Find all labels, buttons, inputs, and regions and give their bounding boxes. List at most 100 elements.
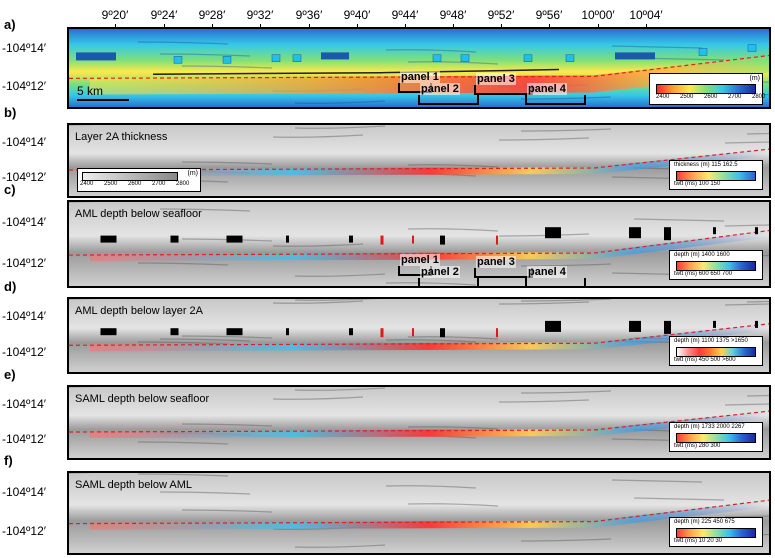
- seafloor-fabric: [633, 218, 725, 222]
- longitude-tick-label: 9º44′: [391, 8, 419, 22]
- seafloor-fabric: [520, 263, 612, 267]
- seafloor-fabric: [520, 390, 612, 394]
- seafloor-fabric: [407, 228, 499, 232]
- seafloor-fabric: [385, 282, 477, 286]
- longitude-tick-label: 9º36′: [295, 8, 323, 22]
- site-marker: [349, 235, 353, 243]
- latitude-tick-label: -104º14′: [2, 215, 46, 229]
- colorbar-bottom-label: twtt (ms) 280 300: [674, 443, 721, 449]
- hillshade-background: [69, 202, 769, 286]
- seafloor-fabric: [294, 273, 386, 277]
- seafloor-fabric: [159, 491, 251, 495]
- colorbar-top-label: depth (m) 1400 1600: [674, 252, 730, 258]
- seafloor-fabric: [181, 335, 273, 339]
- seafloor-fabric: [724, 403, 769, 406]
- longitude-tick-label: 10º04′: [629, 8, 663, 22]
- seafloor-fabric: [137, 473, 229, 477]
- axial-data-band: [90, 55, 769, 95]
- site-marker: [173, 56, 183, 64]
- subpanel-label: panel 4: [527, 266, 567, 278]
- seafloor-fabric: [520, 96, 612, 100]
- site-marker: [629, 320, 641, 332]
- seafloor-fabric: [407, 61, 499, 65]
- tick-mark: [646, 24, 647, 27]
- seafloor-fabric: [724, 303, 769, 306]
- axial-data-band: [90, 500, 769, 530]
- subpanel-label: panel 2: [420, 83, 460, 95]
- seafloor-fabric: [746, 394, 769, 397]
- site-marker: [170, 328, 179, 336]
- colorbar: depth (m) 1100 1375 >1650 twtt (ms) 450 5…: [669, 336, 763, 366]
- colorbar-top-label: depth (m) 1733 2000 2267: [674, 424, 745, 430]
- latitude-tick-label: -104º12′: [2, 524, 46, 539]
- latitude-tick-label: -104º14′: [2, 309, 46, 324]
- map-panel-b: Layer 2A thickness thickness (m) 115 162.…: [67, 123, 771, 198]
- map-canvas: [69, 202, 769, 286]
- longitude-tick-label: 10º00′: [581, 8, 615, 22]
- site-marker: [170, 235, 179, 243]
- colorbar-bottom-label: twtt (ms) 450 500 >600: [674, 357, 736, 363]
- seafloor-fabric: [137, 341, 229, 345]
- site-marker: [629, 227, 641, 239]
- colorbar-top-label: thickness (m) 115 162.5: [674, 162, 738, 168]
- subpanel-bracket: [474, 268, 533, 278]
- site-marker-red: [496, 235, 498, 245]
- subpanel-label: panel 2: [420, 266, 460, 278]
- panel-title: SAML depth below seafloor: [75, 393, 210, 405]
- seafloor-fabric: [137, 41, 229, 45]
- colorbar-tick: 2500: [680, 94, 694, 100]
- seafloor-fabric: [611, 45, 703, 49]
- tick-mark: [164, 24, 165, 27]
- hillshade-background: [69, 299, 769, 372]
- latitude-tick-label: -104º14′: [2, 40, 46, 55]
- seafloor-fabric: [611, 479, 703, 483]
- colorbar-tick: 2800: [176, 181, 190, 187]
- panel-label-d: d): [4, 279, 17, 294]
- seafloor-fabric: [520, 538, 612, 542]
- colorbar-tick: 2500: [104, 181, 118, 187]
- colorbar-top-label: depth (m) 225 450 675: [674, 519, 735, 525]
- panel-label-a: a): [4, 17, 16, 32]
- seafloor-fabric: [181, 423, 273, 427]
- site-marker: [440, 328, 445, 338]
- seafloor-fabric: [294, 299, 378, 301]
- latitude-tick-label: -104º14′: [2, 396, 46, 411]
- map-panel-c: AML depth below seafloor depth (m) 1400 1…: [67, 200, 771, 288]
- panel-label-c: c): [4, 182, 16, 197]
- seafloor-fabric: [724, 141, 769, 144]
- seafloor-fabric: [633, 497, 725, 501]
- seafloor-fabric: [407, 164, 499, 168]
- tick-mark: [309, 24, 310, 27]
- site-marker: [713, 320, 716, 328]
- ridge-axis-trace: [69, 54, 769, 79]
- tick-mark: [260, 24, 261, 27]
- map-panel-a: 5 km (m) 2400 2500 2600 2700 2800: [67, 27, 771, 109]
- site-marker: [286, 235, 289, 243]
- seafloor-fabric: [746, 132, 769, 135]
- subpanel-bracket: [474, 85, 533, 95]
- site-marker-red: [496, 328, 498, 338]
- subpanel-label: panel 1: [400, 71, 440, 83]
- colorbar-tick: 2600: [704, 94, 718, 100]
- seafloor-fabric: [272, 396, 364, 400]
- panel-label-b: b): [4, 105, 17, 120]
- tick-mark: [115, 24, 116, 27]
- seafloor-fabric: [159, 338, 251, 342]
- site-marker: [226, 235, 243, 243]
- site-marker: [545, 320, 561, 332]
- colorbar-unit: (m): [187, 170, 199, 177]
- latitude-tick-label: -104º12′: [2, 256, 46, 271]
- longitude-tick-label: 9º28′: [198, 8, 226, 22]
- latitude-tick-label: -104º12′: [2, 345, 46, 360]
- axial-data-band: [90, 230, 769, 262]
- colorbar-top-label: depth (m) 1100 1375 >1650: [674, 338, 748, 344]
- site-marker: [286, 328, 289, 336]
- neovolcanic-zone: [152, 68, 560, 75]
- ridge-axis-trace: [69, 499, 769, 525]
- longitude-tick-label: 9º32′: [246, 8, 274, 22]
- seafloor-fabric: [498, 233, 590, 237]
- site-marker: [349, 328, 353, 336]
- site-marker: [321, 52, 349, 60]
- subpanel-bracket: [418, 95, 479, 105]
- seafloor-fabric: [272, 243, 364, 247]
